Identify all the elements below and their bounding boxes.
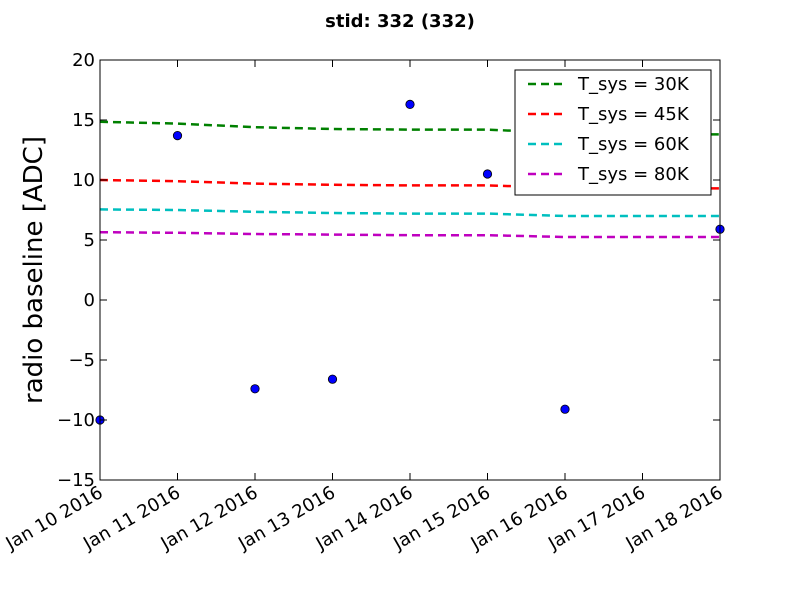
y-tick-label: 0 xyxy=(84,290,95,311)
data-point xyxy=(482,169,493,179)
y-tick-label: 10 xyxy=(72,170,95,191)
y-axis-label: radio baseline [ADC] xyxy=(19,136,49,404)
legend-label: T_sys = 30K xyxy=(577,74,690,95)
chart-title: stid: 332 (332) xyxy=(325,11,475,32)
y-tick-label: −15 xyxy=(57,470,95,491)
data-point xyxy=(172,131,183,141)
data-point xyxy=(560,404,570,414)
legend-label: T_sys = 45K xyxy=(577,104,690,125)
y-tick-label: 15 xyxy=(72,110,95,131)
y-axis: −15 −10 −5 0 5 10 15 20 xyxy=(57,50,720,491)
y-tick-label: −5 xyxy=(68,350,95,371)
legend-label: T_sys = 60K xyxy=(577,134,690,155)
data-point xyxy=(327,374,338,384)
y-tick-label: 20 xyxy=(72,50,95,71)
y-tick-label: −10 xyxy=(57,410,95,431)
legend: T_sys = 30K T_sys = 45K T_sys = 60K T_sys =… xyxy=(514,69,712,196)
data-point xyxy=(405,99,415,110)
legend-label: T_sys = 80K xyxy=(577,164,690,185)
y-tick-label: 5 xyxy=(84,230,95,251)
data-point xyxy=(250,384,260,394)
